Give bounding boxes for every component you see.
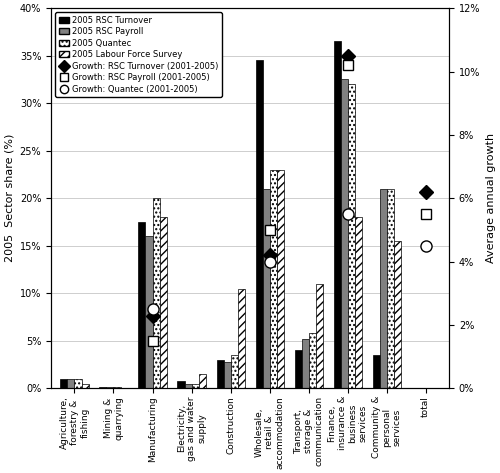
- Bar: [106, 387, 114, 388]
- Bar: [262, 189, 270, 388]
- Bar: [230, 355, 237, 388]
- Bar: [238, 289, 244, 388]
- Bar: [184, 384, 192, 388]
- Bar: [138, 222, 145, 388]
- Y-axis label: 2005  Sector share (%): 2005 Sector share (%): [4, 134, 14, 263]
- Bar: [198, 374, 205, 388]
- Bar: [270, 170, 276, 388]
- Bar: [114, 387, 120, 388]
- Bar: [334, 42, 340, 388]
- Bar: [380, 189, 386, 388]
- Bar: [74, 379, 82, 388]
- Bar: [60, 379, 68, 388]
- Legend: 2005 RSC Turnover, 2005 RSC Payroll, 2005 Quantec, 2005 Labour Force Survey, Gro: 2005 RSC Turnover, 2005 RSC Payroll, 200…: [55, 12, 222, 97]
- Bar: [82, 384, 88, 388]
- Bar: [294, 350, 302, 388]
- Bar: [192, 384, 198, 388]
- Bar: [316, 284, 322, 388]
- Bar: [308, 333, 316, 388]
- Bar: [160, 217, 166, 388]
- Bar: [178, 381, 184, 388]
- Bar: [100, 387, 106, 388]
- Bar: [256, 61, 262, 388]
- Y-axis label: Average annual growth: Average annual growth: [486, 133, 496, 263]
- Bar: [394, 241, 400, 388]
- Bar: [224, 362, 230, 388]
- Bar: [216, 360, 224, 388]
- Bar: [354, 217, 362, 388]
- Bar: [348, 84, 354, 388]
- Bar: [68, 379, 74, 388]
- Bar: [372, 355, 380, 388]
- Bar: [146, 236, 152, 388]
- Bar: [276, 170, 283, 388]
- Bar: [152, 198, 160, 388]
- Bar: [386, 189, 394, 388]
- Bar: [340, 79, 347, 388]
- Bar: [302, 339, 308, 388]
